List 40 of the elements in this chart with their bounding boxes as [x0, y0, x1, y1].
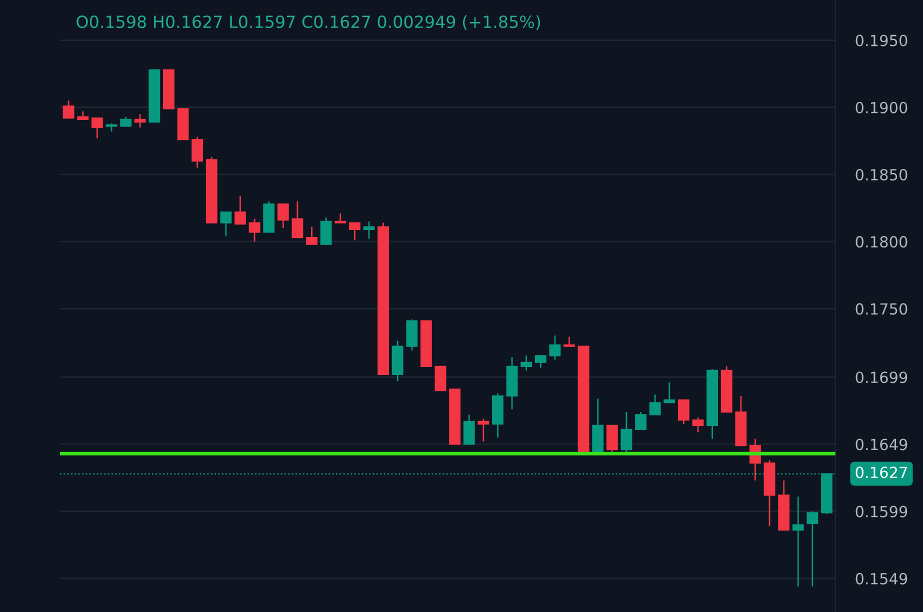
candlestick [234, 195, 246, 225]
y-tick-label: 0.1900 [856, 102, 908, 114]
candlestick [635, 411, 646, 430]
candlestick [306, 226, 318, 245]
candlestick [334, 212, 346, 224]
candlestick [192, 136, 204, 168]
y-tick-label: 0.1599 [856, 506, 908, 518]
candlestick [292, 200, 304, 238]
y-tick-label: 0.1950 [856, 34, 908, 46]
candlestick [478, 418, 490, 442]
candlestick [62, 100, 74, 119]
candlestick [277, 203, 289, 229]
ref-line-label: 0.1627 [856, 466, 907, 478]
candlestick [348, 222, 360, 241]
candlestick [520, 354, 532, 372]
y-tick-label: 0.1800 [856, 236, 908, 248]
candlestick [463, 414, 475, 445]
candlestick [91, 117, 103, 139]
y-tick-label: 0.1649 [856, 438, 908, 450]
candlestick [649, 394, 661, 416]
y-tick-label: 0.1850 [856, 168, 908, 180]
text: O0.1598 H0.1627 L0.1597 C0.1627 0.002949 (+1.85%) [76, 15, 540, 30]
candlestick [549, 334, 561, 360]
y-tick-label: 0.1549 [856, 572, 908, 584]
candlestick [564, 336, 575, 347]
candlestick [534, 354, 546, 368]
candlestick [134, 113, 146, 128]
candlestick [320, 216, 332, 245]
candlestick [248, 218, 260, 242]
candlestick [220, 211, 232, 237]
y-tick-label: 0.1750 [856, 303, 908, 315]
candlestick [620, 411, 632, 454]
candlestick [806, 510, 818, 588]
candlestick [678, 399, 690, 425]
candlestick [692, 416, 704, 433]
candlestick [792, 496, 804, 588]
candlestick [664, 382, 676, 404]
y-tick-label: 0.1699 [856, 372, 908, 384]
candlestick [363, 220, 375, 240]
candlestick [120, 116, 132, 127]
